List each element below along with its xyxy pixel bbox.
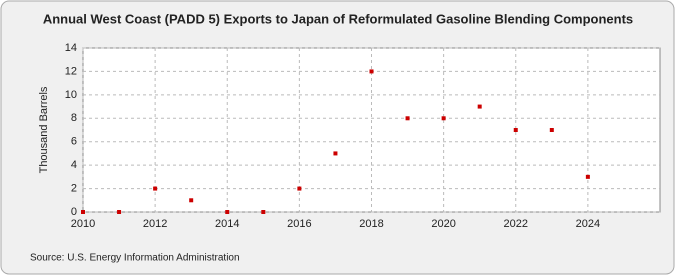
data-point: [81, 210, 85, 214]
data-point: [585, 174, 590, 179]
data-point: [153, 186, 158, 191]
y-tick-label: 8: [71, 112, 77, 124]
x-tick-label: 2012: [143, 218, 167, 230]
y-tick-label: 2: [71, 182, 77, 194]
data-point: [261, 210, 266, 214]
y-tick-label: 4: [71, 159, 77, 171]
chart-title: Annual West Coast (PADD 5) Exports to Ja…: [43, 11, 633, 26]
y-axis-label: Thousand Barrels: [38, 86, 50, 173]
data-point: [477, 104, 482, 109]
data-point: [405, 116, 410, 121]
data-point: [117, 210, 122, 214]
x-tick-label: 2010: [71, 218, 95, 230]
data-point: [513, 128, 518, 132]
x-tick-label: 2020: [431, 218, 455, 230]
x-tick-label: 2024: [576, 218, 600, 230]
x-tick-label: 2014: [215, 218, 239, 230]
data-point: [297, 186, 302, 191]
y-tick-label: 14: [65, 42, 77, 54]
y-tick-label: 0: [71, 206, 77, 218]
y-tick-label: 10: [65, 89, 77, 101]
x-tick-label: 2018: [359, 218, 383, 230]
data-point: [549, 128, 554, 132]
data-point: [225, 210, 230, 214]
y-tick-label: 12: [65, 65, 77, 77]
data-point: [333, 151, 338, 156]
y-tick-label: 6: [71, 136, 77, 148]
source: Source: U.S. Energy Information Administ…: [30, 253, 240, 264]
x-tick-label: 2016: [287, 218, 311, 230]
data-point: [369, 69, 374, 74]
data-point: [189, 198, 194, 203]
x-tick-label: 2022: [504, 218, 528, 230]
data-point: [441, 116, 446, 121]
plot-area: [82, 47, 661, 213]
